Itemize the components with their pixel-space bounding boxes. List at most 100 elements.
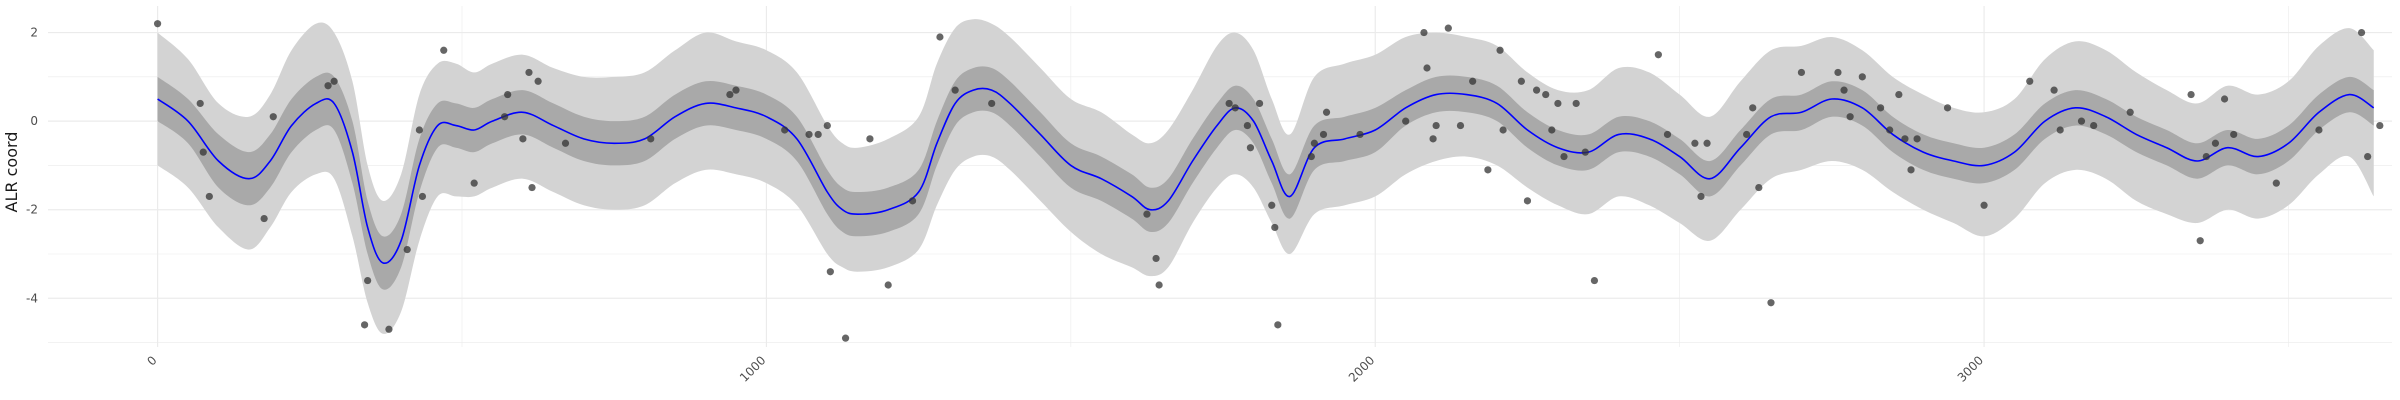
data-point bbox=[647, 135, 655, 143]
data-point bbox=[732, 86, 740, 94]
y-tick-label: 2 bbox=[30, 26, 38, 40]
data-point bbox=[324, 82, 332, 90]
data-point bbox=[1590, 276, 1599, 285]
data-point bbox=[205, 192, 213, 201]
data-point bbox=[1572, 99, 1580, 108]
data-point bbox=[841, 334, 850, 342]
data-point bbox=[988, 99, 996, 108]
data-point bbox=[501, 113, 509, 121]
data-point bbox=[1274, 321, 1282, 329]
data-point bbox=[1456, 121, 1465, 130]
data-point bbox=[196, 99, 204, 108]
data-point bbox=[2376, 121, 2384, 130]
data-point bbox=[1907, 166, 1915, 174]
data-point bbox=[1542, 90, 1550, 99]
data-point bbox=[1876, 104, 1885, 112]
data-point bbox=[260, 214, 268, 223]
data-point bbox=[1749, 104, 1757, 112]
data-point bbox=[2126, 108, 2134, 116]
data-point bbox=[440, 46, 448, 54]
data-point bbox=[1834, 68, 1842, 77]
y-axis-title: ALR coord bbox=[2, 132, 21, 213]
data-point bbox=[364, 276, 372, 285]
data-point bbox=[2211, 139, 2220, 147]
data-point bbox=[2230, 130, 2238, 139]
data-point bbox=[1523, 197, 1532, 205]
data-point bbox=[1858, 73, 1866, 81]
data-point bbox=[330, 77, 338, 85]
data-point bbox=[385, 325, 393, 333]
data-point bbox=[2220, 95, 2229, 103]
data-point bbox=[415, 126, 423, 134]
data-point bbox=[269, 113, 277, 121]
data-points bbox=[153, 20, 2384, 342]
data-point bbox=[561, 139, 570, 147]
data-point bbox=[2357, 28, 2366, 37]
mean-line bbox=[157, 87, 2375, 264]
data-point bbox=[528, 183, 536, 192]
data-point bbox=[1255, 99, 1264, 108]
data-point bbox=[1560, 152, 1568, 161]
data-point bbox=[814, 130, 822, 139]
data-point bbox=[1423, 64, 1431, 72]
data-point bbox=[1444, 24, 1452, 32]
data-point bbox=[1496, 46, 1504, 54]
data-point bbox=[1581, 148, 1589, 156]
data-point bbox=[1548, 126, 1556, 134]
outer-band bbox=[157, 19, 2374, 334]
data-point bbox=[1243, 121, 1251, 130]
data-point bbox=[504, 90, 512, 99]
data-point bbox=[1271, 223, 1279, 232]
data-point bbox=[1755, 183, 1763, 192]
data-point bbox=[1310, 139, 1318, 147]
series-lines bbox=[157, 87, 2375, 264]
data-point bbox=[884, 281, 892, 289]
data-point bbox=[1246, 144, 1255, 152]
data-point bbox=[1469, 77, 1477, 85]
data-point bbox=[1901, 135, 1909, 143]
data-point bbox=[1797, 68, 1806, 77]
data-point bbox=[2090, 121, 2098, 130]
data-point bbox=[525, 68, 533, 77]
data-point bbox=[1155, 281, 1163, 289]
data-point bbox=[1767, 299, 1775, 307]
x-tick-label: 0 bbox=[144, 353, 159, 368]
data-point bbox=[1231, 104, 1239, 112]
data-point bbox=[2196, 237, 2204, 245]
data-point bbox=[805, 130, 813, 139]
data-point bbox=[726, 90, 734, 99]
data-point bbox=[418, 192, 427, 201]
data-point bbox=[908, 197, 917, 205]
data-point bbox=[1225, 99, 1233, 108]
data-point bbox=[1532, 86, 1541, 94]
bands bbox=[157, 19, 2374, 334]
x-tick-label: 1000 bbox=[737, 353, 768, 384]
x-tick-label: 3000 bbox=[1955, 353, 1986, 384]
data-point bbox=[1980, 201, 1988, 209]
y-tick-label: -4 bbox=[26, 291, 38, 305]
y-tick-label: 0 bbox=[30, 114, 38, 128]
data-point bbox=[1432, 121, 1440, 130]
data-point bbox=[1840, 86, 1848, 94]
data-point bbox=[1895, 90, 1903, 99]
y-tick-label: -2 bbox=[26, 203, 38, 217]
data-point bbox=[823, 121, 831, 130]
data-point bbox=[866, 135, 874, 143]
x-tick-label: 2000 bbox=[1346, 353, 1377, 384]
data-point bbox=[2026, 77, 2034, 85]
data-point bbox=[199, 148, 207, 156]
data-point bbox=[781, 126, 789, 134]
data-point bbox=[1886, 126, 1894, 134]
data-point bbox=[1654, 51, 1662, 59]
data-point bbox=[2272, 179, 2280, 187]
data-point bbox=[951, 86, 959, 94]
data-point bbox=[2077, 117, 2086, 125]
data-point bbox=[1499, 126, 1507, 134]
inner-band bbox=[157, 66, 2374, 290]
data-point bbox=[936, 33, 944, 41]
data-point bbox=[1943, 104, 1952, 112]
data-point bbox=[534, 77, 542, 85]
data-point bbox=[470, 179, 478, 187]
data-point bbox=[519, 135, 527, 143]
